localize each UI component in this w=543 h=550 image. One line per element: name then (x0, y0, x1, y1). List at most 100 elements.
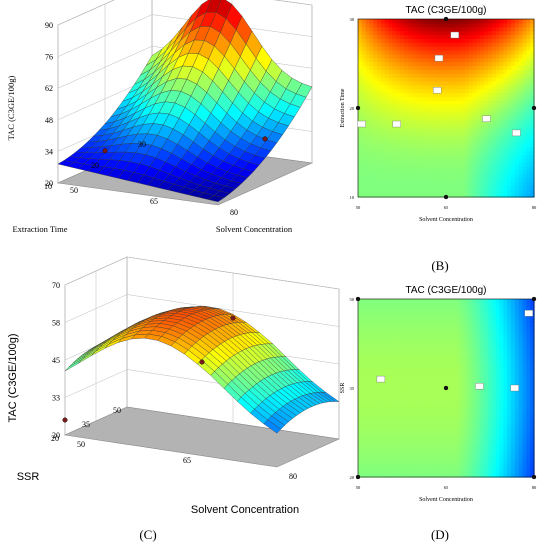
contour-cell (373, 322, 378, 327)
contour-cell (491, 299, 497, 304)
x-tick-label: 50 (70, 186, 78, 195)
contour-cell (419, 438, 424, 443)
contour-cell (384, 84, 390, 90)
contour-cell (507, 422, 512, 428)
contour-cell (491, 395, 497, 401)
contour-cell (518, 333, 524, 339)
contour-cell (407, 193, 413, 198)
contour-cell (434, 430, 439, 436)
contour-cell (442, 119, 447, 125)
contour-cell (373, 26, 378, 32)
contour-cell (491, 442, 497, 447)
contour-cell (442, 376, 447, 381)
contour-cell (514, 469, 520, 474)
contour-cell (411, 411, 416, 416)
contour-cell (507, 426, 512, 432)
contour-cell (495, 57, 501, 63)
contour-cell (400, 150, 405, 156)
contour-cell (449, 92, 455, 97)
contour-cell (446, 30, 451, 36)
contour-cell (522, 357, 527, 362)
contour-cell (514, 30, 520, 36)
contour-cell (426, 422, 432, 428)
contour-cell (380, 388, 386, 393)
design-point (230, 315, 236, 321)
contour-cell (511, 19, 516, 24)
contour-cell (530, 146, 535, 152)
contour-cell (499, 395, 504, 401)
contour-cell (419, 138, 424, 144)
contour-cell (361, 108, 367, 113)
contour-cell (446, 457, 451, 463)
contour-cell (426, 138, 432, 144)
contour-cell (438, 49, 443, 55)
contour-cell (507, 314, 512, 319)
contour-cell (388, 158, 394, 163)
contour-cell (495, 333, 501, 339)
contour-cell (392, 364, 397, 370)
contour-cell (468, 306, 474, 312)
contour-cell (449, 115, 455, 121)
contour-cell (495, 150, 501, 156)
contour-cell (365, 473, 371, 478)
contour-cell (438, 169, 443, 175)
contour-cell (396, 322, 401, 327)
contour-cell (419, 169, 424, 175)
contour-cell (480, 461, 485, 466)
contour-cell (358, 345, 363, 350)
contour-cell (396, 193, 401, 198)
contour-cell (361, 438, 367, 443)
contour-cell (491, 57, 497, 63)
contour-cell (396, 38, 401, 43)
contour-cell (365, 403, 371, 408)
contour-cell (503, 326, 508, 331)
contour-cell (442, 104, 447, 109)
contour-cell (488, 318, 493, 323)
contour-cell (499, 104, 504, 109)
y-tick-label: 30 (138, 140, 146, 149)
contour-cell (476, 135, 482, 140)
contour-cell (453, 53, 459, 59)
contour-cell (495, 388, 501, 393)
contour-cell (530, 104, 535, 109)
contour-cell (365, 127, 371, 132)
contour-cell (388, 138, 394, 144)
contour-cell (407, 364, 413, 370)
contour-cell (503, 457, 508, 463)
contour-cell (514, 138, 520, 144)
contour-cell (403, 73, 409, 78)
contour-cell (407, 38, 413, 43)
contour-cell (400, 384, 405, 389)
contour-cell (526, 341, 531, 347)
contour-cell (392, 426, 397, 432)
contour-cell (442, 457, 447, 463)
contour-cell (495, 42, 501, 47)
contour-cell (384, 100, 390, 105)
contour-cell (384, 322, 390, 327)
contour-cell (511, 104, 516, 109)
contour-cell (518, 322, 524, 327)
contour-cell (426, 88, 432, 94)
surface-cell (207, 195, 225, 202)
contour-cell (373, 372, 378, 377)
contour-cell (369, 158, 374, 163)
contour-cell (446, 57, 451, 63)
contour-cell (388, 357, 394, 362)
contour-cell (518, 449, 524, 455)
contour-cell (400, 173, 405, 179)
y-axis-label: SSR (340, 383, 346, 394)
contour-cell (503, 345, 508, 350)
contour-cell (380, 457, 386, 463)
contour-cell (365, 422, 371, 428)
contour-cell (465, 333, 470, 339)
contour-cell (377, 461, 382, 466)
contour-cell (488, 465, 493, 470)
contour-cell (491, 469, 497, 474)
contour-cell (423, 426, 428, 432)
contour-cell (377, 469, 382, 474)
contour-cell (476, 442, 482, 447)
contour-cell (415, 314, 420, 319)
contour-cell (511, 310, 516, 316)
contour-cell (518, 310, 524, 316)
contour-cell (522, 138, 527, 144)
